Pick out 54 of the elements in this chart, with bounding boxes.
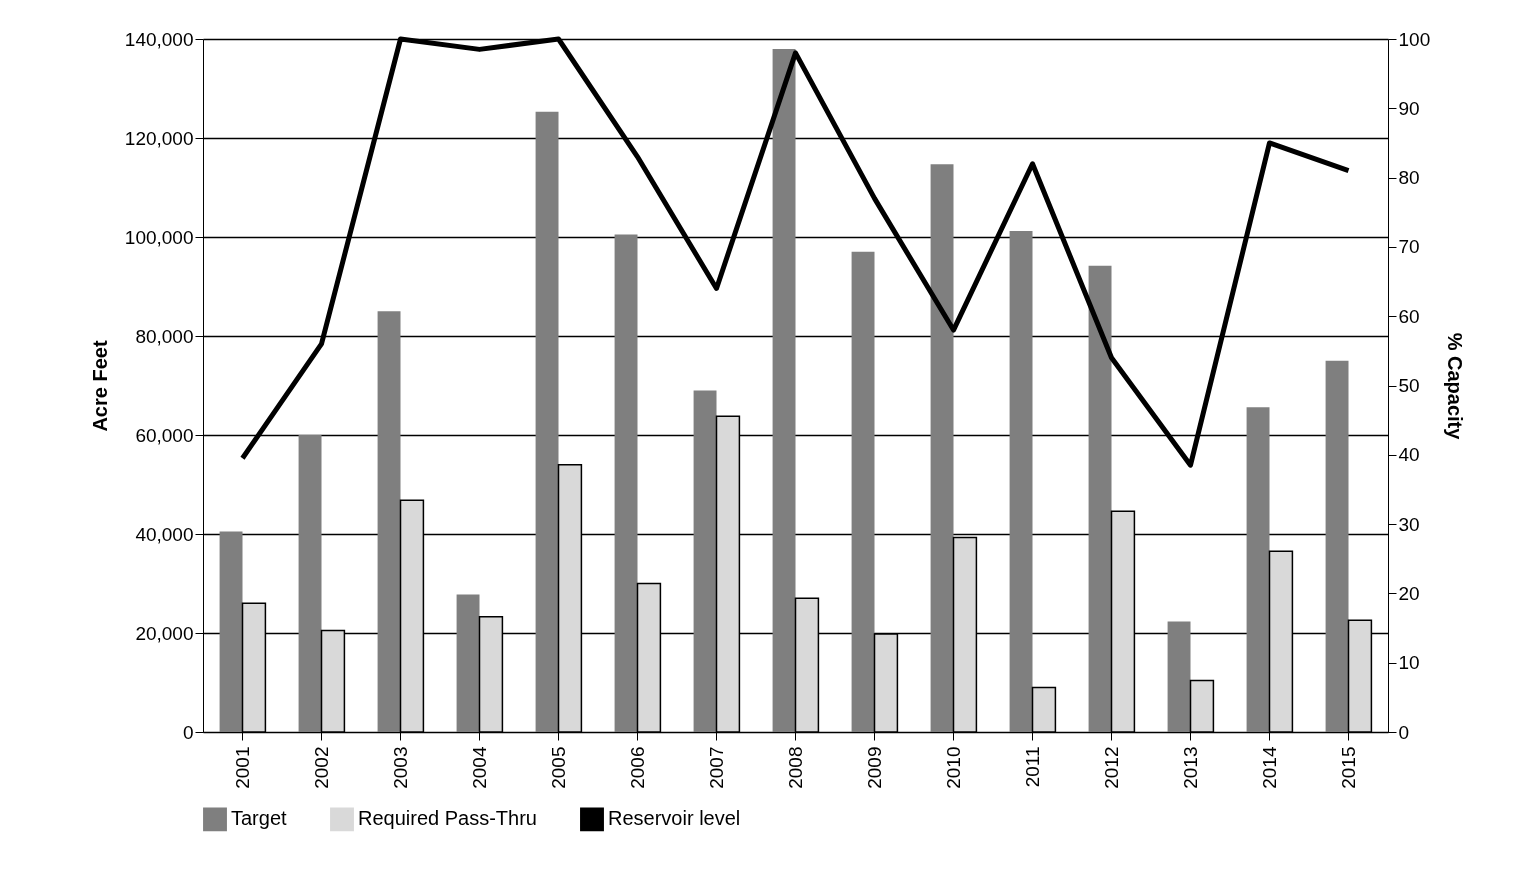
bar: [930, 164, 954, 732]
y2-tick-label: 40: [1398, 444, 1420, 466]
y-axis-title: Acre Feet: [88, 340, 111, 432]
x-tick-label: 2007: [705, 746, 727, 789]
bar: [298, 435, 322, 732]
y-tick-label: 60,000: [135, 424, 194, 446]
bar: [1167, 621, 1191, 732]
y2-tick-label: 30: [1398, 513, 1420, 535]
x-tick-label: 2009: [863, 746, 885, 789]
bar: [1246, 407, 1270, 732]
y-tick-label: 20,000: [135, 622, 194, 644]
bar: [851, 251, 875, 732]
y2-tick-label: 0: [1398, 721, 1410, 743]
x-tick-label: 2012: [1100, 746, 1122, 789]
x-tick-label: 2010: [942, 746, 964, 789]
y2-tick-label: 10: [1398, 652, 1420, 674]
y-tick-label: 40,000: [135, 523, 194, 545]
y-tick-label: 0: [182, 721, 194, 743]
x-tick-label: 2008: [784, 746, 806, 789]
y-tick-label: 80,000: [135, 325, 194, 347]
bar: [1088, 265, 1112, 732]
x-tick-label: 2001: [231, 746, 253, 789]
x-tick-label: 2015: [1337, 746, 1359, 789]
bar: [693, 390, 717, 732]
legend-label: Reservoir level: [608, 807, 741, 830]
y2-tick-label: 20: [1398, 582, 1420, 604]
y2-tick-label: 80: [1398, 167, 1420, 189]
bar: [456, 594, 480, 732]
bar: [219, 531, 243, 732]
y2-axis-title: % Capacity: [1444, 332, 1467, 441]
x-tick-label: 2004: [468, 746, 490, 789]
y2-tick-label: 60: [1398, 305, 1420, 327]
y2-tick-label: 70: [1398, 236, 1420, 258]
y2-tick-label: 90: [1398, 97, 1420, 119]
y-tick-label: 120,000: [124, 127, 194, 149]
x-tick-label: 2002: [310, 746, 332, 789]
y-tick-label: 140,000: [124, 28, 194, 50]
x-tick-label: 2003: [389, 746, 411, 789]
x-tick-label: 2011: [1021, 746, 1043, 788]
bar: [1009, 231, 1033, 732]
legend-label: Target: [231, 807, 288, 830]
bar: [772, 48, 796, 732]
x-tick-label: 2014: [1258, 746, 1280, 789]
bar: [377, 311, 401, 732]
y2-tick-label: 50: [1398, 375, 1420, 396]
y2-tick-label: 100: [1398, 28, 1431, 50]
bar: [614, 234, 638, 732]
x-tick-label: 2006: [626, 746, 648, 789]
x-tick-label: 2013: [1179, 746, 1201, 789]
x-tick-label: 2005: [547, 746, 569, 789]
bar: [535, 111, 559, 732]
y-tick-label: 100,000: [124, 226, 194, 248]
legend-label: Required Pass-Thru: [358, 807, 537, 830]
bar: [1325, 360, 1349, 732]
